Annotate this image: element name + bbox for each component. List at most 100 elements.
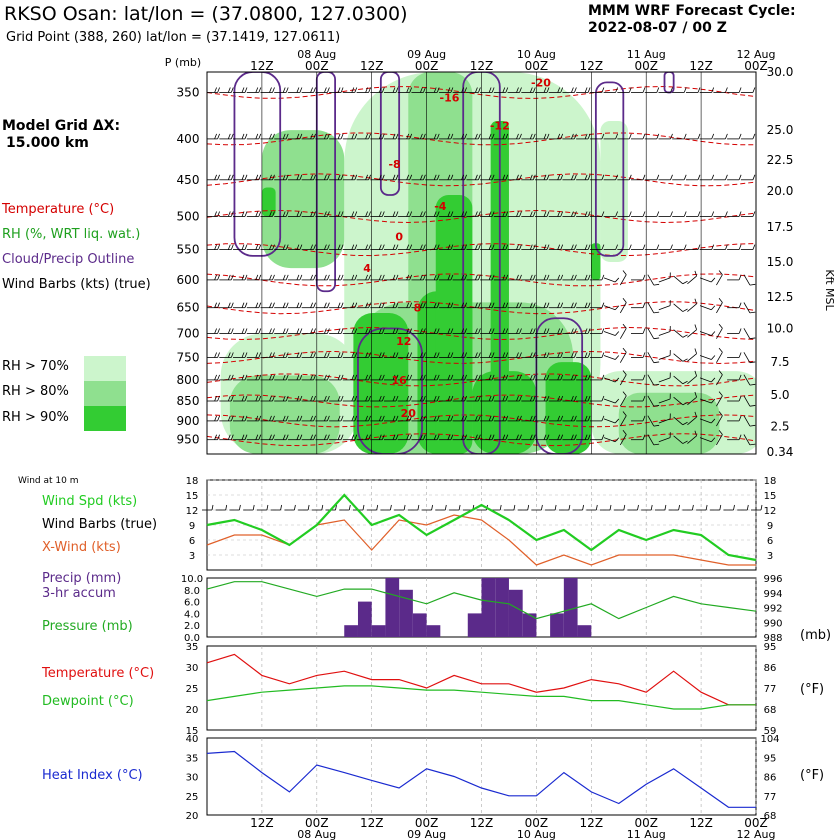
precip-accum-label: 3-hr accum [42,586,116,601]
wind-barb-flag [227,302,231,308]
wind-barb-flag [682,421,688,426]
wind-barb [301,415,316,422]
wind-barb [713,174,728,181]
wind-barb-flag [622,323,627,329]
wind-barb [603,398,620,404]
wind-barb-flag [738,87,742,93]
wind-barb [589,174,605,181]
wind-barb-flag [313,87,316,93]
date-label-bottom: 12 Aug [737,828,776,840]
wind-barb [233,374,248,381]
wind-barb [562,395,577,402]
wind-barb [687,391,697,406]
wind-barb-flag [529,87,533,93]
wind-barb-flag [423,415,426,422]
wind-barb [384,244,399,251]
wind-barb-shaft [603,355,616,360]
wind-barb-flag [475,302,478,308]
wind-barb-flag [584,302,588,308]
pressure-tick-right: 988 [763,633,782,644]
wind-barb-flag [365,87,368,93]
wind-barb [425,374,440,381]
wind-barb-flag [450,302,454,308]
wind-barb [521,211,536,217]
wind-barb-flag [587,352,591,358]
wind-barb-flag [543,87,547,93]
wind-barb [644,87,660,93]
wind-barb-flag [433,87,437,93]
wind-barb-flag [622,298,627,303]
wind-barb-flag [529,133,533,140]
wind-barb-flag [752,174,756,180]
wind-barb [507,87,522,93]
wind-barb-shaft [699,277,712,283]
wind-barb-flag [450,434,454,440]
wind-barb [589,352,605,358]
wind-barb [411,395,426,402]
date-label-top: 11 Aug [627,48,666,61]
wind-barb [438,174,454,181]
wind-barb-flag [244,87,248,93]
wind-barb [356,415,371,422]
wind-barb-flag [557,302,561,308]
wind-barb-flag [601,395,605,402]
wind-barb [287,244,303,251]
wind-barb [727,302,742,309]
wind-barb [589,328,605,334]
wind-barb-flag [269,133,272,140]
wind-barb-flag [299,415,303,422]
wind-barb [356,174,371,181]
wind-barb-flag [340,133,344,140]
wind-barb-flag [711,418,716,424]
wind-barb-flag [230,174,234,180]
wind-barb-flag [381,434,385,440]
wind-barb [507,328,522,334]
precip-tick-left: 8.0 [184,586,200,597]
wind-barb [397,274,413,281]
wind-barb-flag [214,87,217,93]
dewpoint-line [206,685,756,710]
wind-barb [521,374,536,381]
wind-barb-flag [324,352,327,358]
surface-wind-barb [270,504,282,511]
wind-barb-flag [241,87,245,93]
wind-barb-flag [718,270,723,275]
wind-barb [740,174,756,181]
wind-barb [673,303,688,312]
wind-barb-flag [340,244,344,250]
wind-barb [631,174,646,181]
wind-barb-shaft [673,303,684,312]
wind-barb [411,244,426,251]
wind-barb-flag [532,244,536,250]
wind-barb-flag [614,418,620,424]
wind-barb-shaft [699,418,712,424]
surface-wind-barb [723,504,735,511]
wind-barb-flag [214,395,217,402]
wind-barb [384,328,399,334]
wind-barb-flag [436,328,440,334]
wind-barb-flag [310,133,313,140]
wind-barb-flag [258,395,262,402]
wind-barb [535,395,550,402]
wind-barb [687,430,697,444]
wind-barb-flag [532,395,536,402]
wind-barb [438,328,454,334]
wind-barb-flag [227,374,231,381]
wind-barb-flag [475,244,478,250]
wind-barb-flag [217,87,220,93]
surface-barb-flag [499,504,502,511]
surface-wind-barb [256,504,269,511]
wind-barb-flag [516,244,519,250]
pressure-tick-label: 350 [177,85,200,99]
wind-barb-flag [601,133,605,140]
wind-barb-flag [529,174,533,180]
wind-barb-flag [423,352,426,358]
wind-barb-shaft [603,418,616,424]
wind-barb [246,352,262,358]
height-tick-label: 7.5 [770,355,789,369]
wind-barb [576,274,591,281]
wind-barb-flag [258,352,262,358]
wind-barb [521,352,536,358]
wind-barb-flag [327,133,330,140]
wind-barb [233,328,248,334]
